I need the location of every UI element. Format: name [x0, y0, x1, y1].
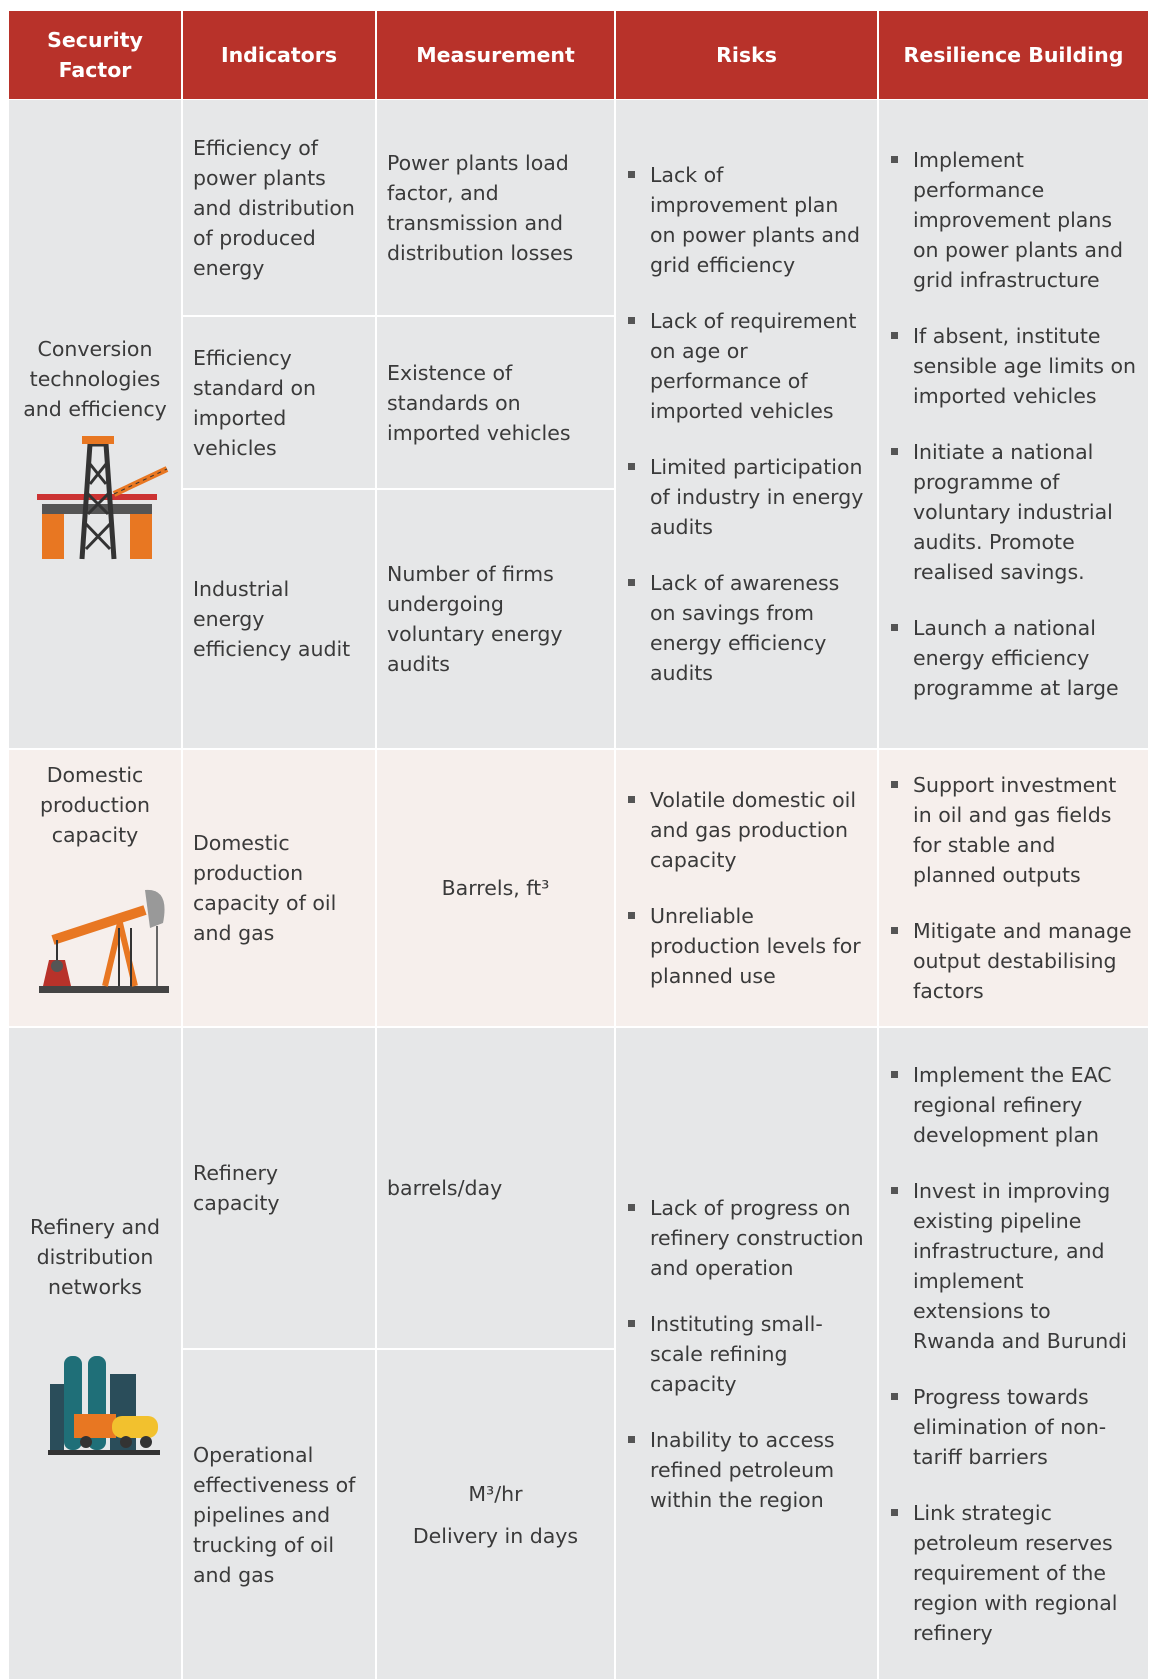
- measurement-text: Number of firms undergoing voluntary ene…: [387, 562, 563, 676]
- measurement-text: Delivery in days: [412, 1523, 579, 1548]
- indicator-text: Refinery capacity: [193, 1161, 280, 1215]
- indicator-cell: Efficiency of power plants and distribut…: [183, 100, 375, 315]
- risk-item: Inability to access refined petroleum wi…: [626, 1425, 867, 1515]
- oil-rig-icon: [37, 436, 169, 560]
- indicator-text: Domestic production capacity of oil and …: [193, 831, 337, 945]
- risks-cell: Lack of progress on refinery constructio…: [616, 1028, 877, 1679]
- risk-item: Lack of improvement plan on power plants…: [626, 160, 867, 280]
- measurement-cell: Existence of standards on imported vehic…: [377, 317, 614, 488]
- resilience-item: Support investment in oil and gas fields…: [889, 770, 1138, 890]
- measurement-cell: Barrels, ft³: [377, 750, 614, 1026]
- resilience-cell: Support investment in oil and gas fields…: [879, 750, 1148, 1026]
- risk-item: Instituting small-scale refining capacit…: [626, 1309, 867, 1399]
- header-cell: Measurement: [377, 11, 614, 99]
- risk-item: Limited participation of industry in ene…: [626, 452, 867, 542]
- indicator-cell: Efficiency standard on imported vehicles: [183, 317, 375, 488]
- resilience-item: Progress towards elimination of non-tari…: [889, 1382, 1138, 1472]
- resilience-item: Implement the EAC regional refinery deve…: [889, 1060, 1138, 1150]
- indicator-cell: Domestic production capacity of oil and …: [183, 750, 375, 1026]
- factor-text: Domestic production capacity: [39, 763, 151, 847]
- factor-text: Conversion technologies and efficiency: [23, 337, 167, 421]
- resilience-item: Implement performance improvement plans …: [889, 145, 1138, 295]
- risks-cell: Lack of improvement plan on power plants…: [616, 100, 877, 748]
- measurement-text: Existence of standards on imported vehic…: [387, 360, 571, 445]
- header-text: Risks: [716, 43, 777, 67]
- factor-cell: Conversion technologies and efficiency: [9, 100, 181, 748]
- risk-item: Lack of requirement on age or performanc…: [626, 306, 867, 426]
- header-cell: Indicators: [183, 11, 375, 99]
- measurement-cell: Power plants load factor, and transmissi…: [377, 100, 614, 315]
- refinery-icon: [48, 1356, 160, 1455]
- factor-cell: Refinery and distribution networks: [9, 1028, 181, 1679]
- indicator-cell: Refinery capacity: [183, 1028, 375, 1348]
- indicator-cell: Operational effectiveness of pipelines a…: [183, 1350, 375, 1679]
- measurement-cell: barrels/day: [377, 1028, 614, 1348]
- measurement-text: M³/hr: [468, 1481, 523, 1506]
- header-cell: Resilience Building: [879, 11, 1148, 99]
- measurement-cell: Number of firms undergoing voluntary ene…: [377, 490, 614, 748]
- resilience-item: Invest in improving existing pipeline in…: [889, 1176, 1138, 1356]
- header-text: Security Factor: [47, 28, 143, 82]
- resilience-item: Mitigate and manage output destabilising…: [889, 916, 1138, 1006]
- measurement-cell: M³/hr Delivery in days: [377, 1350, 614, 1679]
- indicator-text: Efficiency standard on imported vehicles: [193, 345, 316, 460]
- indicator-cell: Industrial energy efficiency audit: [183, 490, 375, 748]
- resilience-cell: Implement performance improvement plans …: [879, 100, 1148, 748]
- risk-item: Volatile domestic oil and gas production…: [626, 785, 867, 875]
- factor-text: Refinery and distribution networks: [29, 1215, 161, 1299]
- risk-item: Lack of awareness on savings from energy…: [626, 568, 867, 688]
- indicator-text: Efficiency of power plants and distribut…: [193, 135, 355, 280]
- resilience-item: Link strategic petroleum reserves requir…: [889, 1498, 1138, 1648]
- measurement-text: Barrels, ft³: [441, 876, 550, 900]
- pump-jack-icon: [39, 889, 169, 993]
- header-text: Resilience Building: [903, 43, 1124, 67]
- resilience-item: Initiate a national programme of volunta…: [889, 437, 1138, 587]
- resilience-item: If absent, institute sensible age limits…: [889, 321, 1138, 411]
- indicator-text: Industrial energy efficiency audit: [193, 577, 351, 661]
- resilience-item: Launch a national energy efficiency prog…: [889, 613, 1138, 703]
- measurement-text: Power plants load factor, and transmissi…: [387, 150, 574, 265]
- measurement-text: barrels/day: [387, 1176, 503, 1200]
- header-text: Measurement: [416, 43, 575, 67]
- header-cell: Risks: [616, 11, 877, 99]
- header-text: Indicators: [220, 43, 338, 67]
- factor-cell: Domestic production capacity: [9, 750, 181, 1026]
- risks-cell: Volatile domestic oil and gas production…: [616, 750, 877, 1026]
- indicator-text: Operational effectiveness of pipelines a…: [193, 1442, 356, 1587]
- header-cell: Security Factor: [9, 11, 181, 99]
- resilience-cell: Implement the EAC regional refinery deve…: [879, 1028, 1148, 1679]
- risk-item: Lack of progress on refinery constructio…: [626, 1193, 867, 1283]
- risk-item: Unreliable production levels for planned…: [626, 901, 867, 991]
